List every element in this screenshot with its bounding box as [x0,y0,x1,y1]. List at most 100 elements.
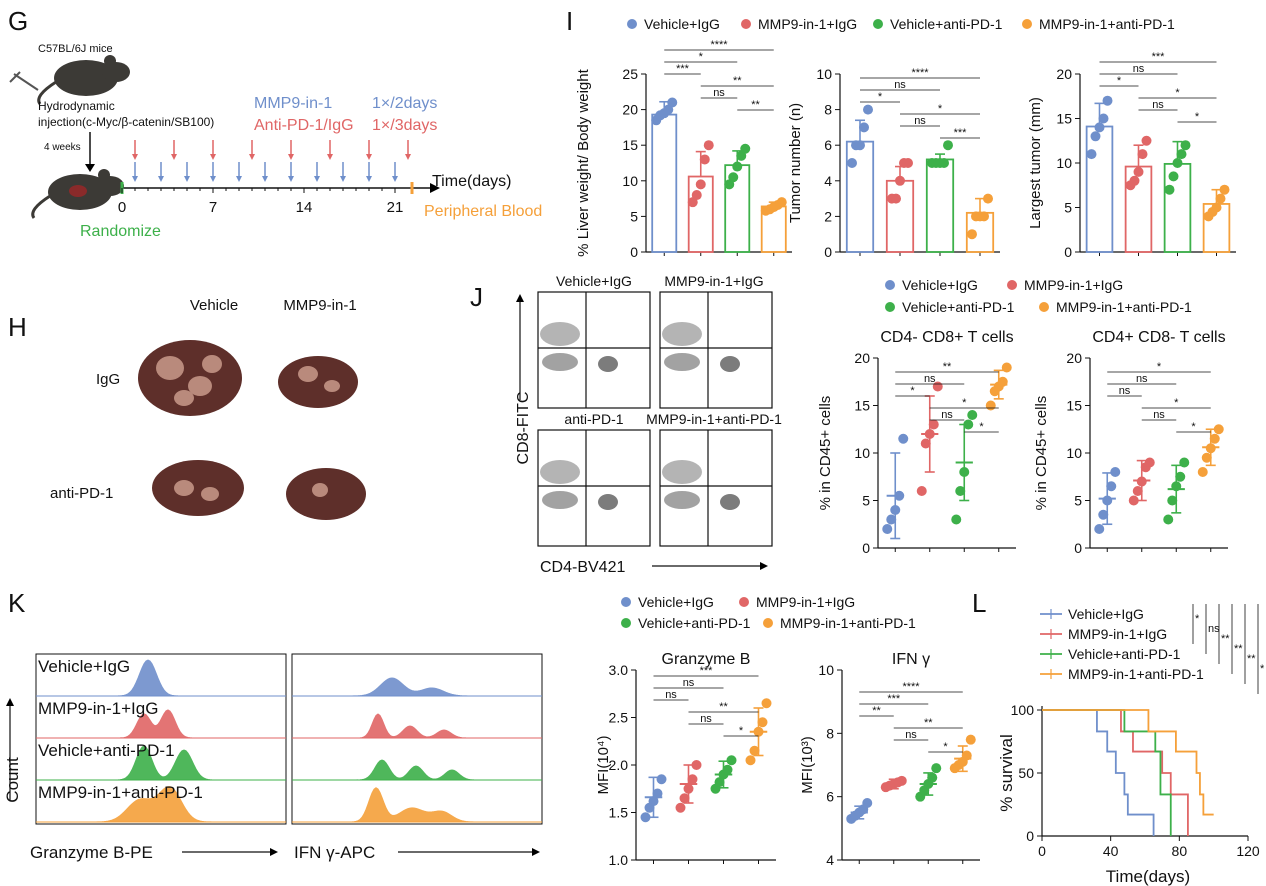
chart5-point-2 [714,777,725,788]
panel-letter-l: L [972,588,986,618]
chart5-point-3 [761,698,772,709]
chart6-title: IFN γ [892,651,930,668]
chart0-y-tick-label: 20 [622,102,638,118]
chart3-point-1 [920,438,931,449]
chart0-sig-label: ** [751,99,760,111]
chart1-point-0 [855,140,865,151]
chart4-sig-label: ns [1136,373,1148,385]
chart5-point-3 [757,717,768,728]
chart4-sig-label: ns [1153,409,1165,421]
chart1-y-tick-label: 2 [824,208,832,224]
flow-population-cd8 [662,460,702,484]
chart4-sig-label: ns [1119,385,1131,397]
histogram-frame-granzyme [35,653,287,825]
chart4-point-3 [1197,467,1208,477]
chart0-point-2 [740,143,751,154]
survival-legend-label-0: Vehicle+IgG [1068,606,1144,622]
chart6-y-label: MFI(10³) [799,736,816,794]
chart2-point-1 [1133,166,1144,177]
survival-x-tick-label: 40 [1103,843,1119,859]
chart6-point-3 [961,750,972,761]
survival-y-tick-label: 0 [1026,828,1034,844]
chart5-y-label: MFI(10⁴) [595,736,612,795]
chart0-y-tick-label: 5 [630,208,638,224]
liver-row-label-antipd1: anti-PD-1 [50,485,113,502]
chart3-y-label: % in CD45+ cells [817,396,834,511]
chart3-point-0 [882,524,893,534]
chart5-point-1 [683,783,694,794]
liver-lobe [152,460,244,516]
chart4-y-tick-label: 5 [1074,493,1082,509]
chart6-sig-label: * [943,741,948,753]
antibody-dose-arrowhead [366,154,372,160]
chart6-sig-label: *** [887,693,901,705]
chart2-point-2 [1168,171,1179,182]
chart6-point-3 [965,734,976,745]
survival-legend-label-3: MMP9-in-1+anti-PD-1 [1068,666,1204,682]
antibody-dose-arrowhead [132,154,138,160]
chart1-point-0 [859,122,869,133]
survival-legend-label-2: Vehicle+anti-PD-1 [1068,646,1181,662]
survival-legend-label-1: MMP9-in-1+IgG [1068,626,1167,642]
chart2-point-3 [1215,193,1226,204]
tumor-nodule [201,487,219,501]
ifn-x-axis-label: IFN γ-APC [294,843,375,862]
chart0-y-tick-label: 0 [630,244,638,260]
chart0-y-tick-label: 15 [622,137,638,153]
chart3-point-0 [894,490,905,501]
chart5-point-3 [753,726,764,737]
chart3-point-3 [1001,362,1012,373]
chart5-title: Granzyme B [662,651,751,668]
chart4-point-3 [1213,424,1224,435]
chart1-bar-1 [885,179,915,253]
legend-i-marker-0 [627,19,637,29]
survival-curve-3 [1042,709,1214,816]
flow-population-dn [664,491,700,509]
timeline-tick-label: 14 [296,199,313,216]
chart3-point-3 [997,376,1008,387]
liver-photo-vehicle-antipd1 [152,460,244,516]
chart0-point-1 [703,140,714,151]
chart6-sig-label: ns [905,729,917,741]
flow-plot-1 [659,291,773,409]
chart2-y-tick-label: 20 [1056,66,1072,82]
flow-population-dn [542,491,578,509]
chart4-point-2 [1179,457,1190,468]
legend-k-label-2: Vehicle+anti-PD-1 [638,615,751,631]
flow-y-axis-label: CD8-FITC [515,392,532,465]
survival-curve-1 [1042,709,1189,836]
flow-plot-label-3: MMP9-in-1+anti-PD-1 [646,411,782,427]
chart5-point-0 [656,774,667,785]
mouse-icon [37,55,130,105]
chart0-point-2 [732,161,743,172]
survival-x-label: Time(days) [1106,867,1190,886]
chart2-point-0 [1102,95,1113,106]
mmp9-dose-arrowhead [288,176,294,182]
chart4-point-2 [1167,495,1178,506]
chart3-point-2 [967,410,978,420]
chart1-point-0 [863,104,873,115]
ifn-x-arrowhead [532,848,540,856]
flow-x-axis-label: CD4-BV421 [540,559,625,576]
granzyme-histogram-1 [36,709,286,739]
survival-curve-2 [1042,709,1172,836]
mouse-strain-label: C57BL/6J mice [38,43,113,55]
legend-i-marker-2 [873,19,883,29]
chart2-point-1 [1137,149,1148,160]
chart0-point-0 [667,97,678,108]
legend-k-marker-1 [739,597,749,607]
flow-plot-label-1: MMP9-in-1+IgG [664,273,763,289]
legend-j-marker-0 [885,280,895,290]
mmp9-dose-arrowhead [366,176,372,182]
flow-population-cd4 [720,494,740,510]
chart6-sig-label: ** [872,705,881,717]
flow-population-cd4 [720,356,740,372]
chart2-sig-label: *** [1152,51,1166,63]
chart3-y-tick-label: 5 [862,493,870,509]
chart5-point-0 [652,788,663,799]
chart5-sig-label: ns [700,713,712,725]
chart2-bar-0 [1085,125,1114,253]
tumor-nodule [324,380,340,392]
legend-k-marker-3 [763,618,773,628]
